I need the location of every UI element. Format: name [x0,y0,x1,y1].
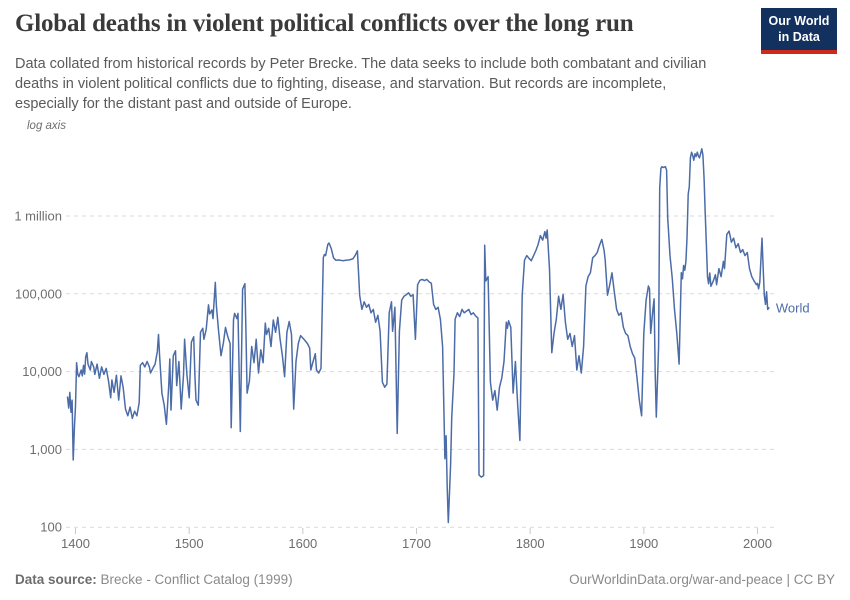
page-title: Global deaths in violent political confl… [15,10,634,37]
data-source[interactable]: Data source: Brecke - Conflict Catalog (… [15,572,293,587]
y-tick-label: 100,000 [15,286,62,301]
y-tick-label: 1,000 [29,442,62,457]
world-series-line[interactable] [66,148,770,524]
y-tick-label: 10,000 [22,364,62,379]
subtitle-line: Data collated from historical records by… [15,56,707,72]
x-tick-label: 1700 [402,536,431,551]
subtitle-line: deaths in violent political conflicts du… [15,76,667,92]
attribution-link[interactable]: OurWorldinData.org/war-and-peace | CC BY [569,572,835,587]
x-tick-label: 1800 [516,536,545,551]
series-end-label: World [776,300,810,315]
log-axis-note: log axis [27,120,66,132]
owid-logo-line2: in Data [778,29,820,44]
x-tick-label: 1400 [61,536,90,551]
subtitle-line: especially for the distant past and outs… [15,96,352,112]
data-source-label: Data source: [15,572,97,587]
x-tick-label: 1900 [629,536,658,551]
x-tick-label: 2000 [743,536,772,551]
data-source-value: Brecke - Conflict Catalog (1999) [100,572,293,587]
x-tick-label: 1600 [288,536,317,551]
chart-subtitle: Data collated from historical records by… [15,54,755,114]
x-tick-label: 1500 [175,536,204,551]
owid-logo[interactable]: Our World in Data [761,8,837,55]
y-tick-label: 1 million [14,209,62,224]
y-tick-label: 100 [40,520,62,535]
owid-logo-line1: Our World [768,14,830,28]
